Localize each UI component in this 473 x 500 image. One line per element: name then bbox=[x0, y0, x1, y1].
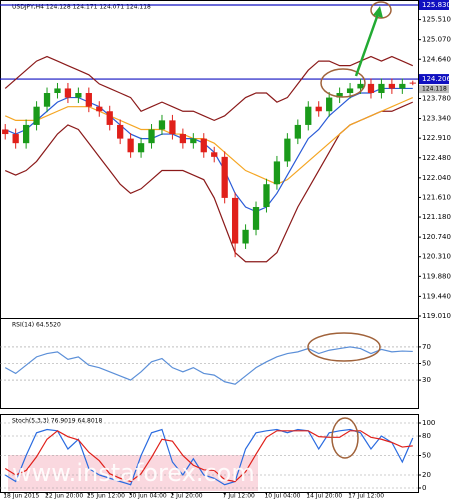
candle-body bbox=[273, 161, 281, 185]
circle-note bbox=[320, 68, 366, 98]
candle-body bbox=[54, 88, 61, 94]
y-tick-label: 121.610 bbox=[422, 193, 451, 201]
candle-body bbox=[33, 106, 40, 125]
x-tick-label: 2 Jul 20:00 bbox=[170, 493, 202, 500]
y-tick-label: 122.480 bbox=[422, 154, 451, 162]
candle-body bbox=[137, 143, 145, 153]
candle-body bbox=[336, 93, 343, 98]
x-tick-label: 30 Jun 04:00 bbox=[129, 493, 167, 500]
panel-title: Stoch(5,3,3) 76.9019 64.8018 bbox=[12, 418, 103, 425]
candle-body bbox=[305, 106, 312, 125]
candle-body bbox=[12, 134, 19, 144]
indicator-line bbox=[4, 55, 414, 122]
candle-body bbox=[190, 138, 197, 144]
candle-body bbox=[43, 93, 51, 107]
candle-body bbox=[127, 138, 134, 153]
y-tick-label: 120.740 bbox=[422, 233, 451, 241]
y-tick-label: 122.040 bbox=[422, 174, 451, 182]
candle-body bbox=[169, 120, 176, 135]
panel-title: USDJPY,H4 124.128 124.171 124.071 124.11… bbox=[12, 4, 151, 11]
candle-body bbox=[106, 111, 113, 125]
candle-body bbox=[252, 207, 260, 230]
candle-body bbox=[263, 184, 270, 208]
indicator-line bbox=[4, 87, 413, 213]
y-tick-label: 123.780 bbox=[422, 94, 451, 102]
annotations bbox=[307, 1, 392, 459]
y-tick-label: 120.310 bbox=[422, 253, 451, 261]
candle-body bbox=[399, 83, 406, 89]
candle-body bbox=[22, 124, 30, 144]
marks: USDJPY,H4 124.128 124.171 124.071 124.11… bbox=[0, 0, 451, 500]
y-tick-label: 20 bbox=[422, 471, 431, 479]
y-tick-label: 119.880 bbox=[422, 272, 451, 280]
panel-title: RSI(14) 64.5520 bbox=[12, 322, 61, 329]
candle-body bbox=[367, 83, 375, 94]
candle-body bbox=[221, 156, 228, 198]
candle-body bbox=[96, 106, 103, 112]
indicator-line bbox=[4, 430, 413, 483]
circle-note bbox=[370, 1, 392, 19]
y-tick-label: 124.640 bbox=[422, 55, 451, 63]
candle-body bbox=[346, 88, 354, 94]
y-tick-label: 0 bbox=[422, 484, 426, 492]
candle-body bbox=[64, 88, 72, 98]
price-box bbox=[419, 74, 449, 85]
x-tick-label: 14 Jul 20:00 bbox=[306, 493, 342, 500]
x-tick-label: 7 Jul 12:00 bbox=[223, 493, 255, 500]
candle-body bbox=[158, 120, 166, 130]
y-tick-label: 30 bbox=[422, 376, 431, 384]
candle-body bbox=[200, 138, 207, 153]
candle-body bbox=[179, 134, 187, 144]
arrow-head bbox=[373, 6, 383, 18]
y-tick-label: 125.070 bbox=[422, 36, 451, 44]
y-tick-label: 100 bbox=[422, 419, 435, 427]
candle-body bbox=[242, 229, 249, 244]
last-price-box bbox=[419, 85, 449, 94]
y-tick-label: 119.010 bbox=[422, 312, 451, 320]
y-tick-label: 70 bbox=[422, 343, 431, 351]
x-tick-label: 10 Jul 04:00 bbox=[264, 493, 300, 500]
y-tick-label: 121.180 bbox=[422, 213, 451, 221]
x-tick-label: 25 Jun 12:00 bbox=[87, 493, 125, 500]
y-tick-label: 50 bbox=[422, 360, 431, 368]
watermark: www.instaforex.com bbox=[12, 459, 255, 487]
indicator-line bbox=[4, 346, 413, 385]
y-tick-label: 123.340 bbox=[422, 115, 451, 123]
candle-body bbox=[284, 138, 291, 162]
x-tick-label: 18 Jun 2015 bbox=[3, 493, 39, 500]
candle-body bbox=[2, 129, 9, 135]
y-tick-label: 119.440 bbox=[422, 292, 451, 300]
candle-body bbox=[231, 197, 239, 244]
indicator-line bbox=[4, 428, 414, 486]
y-tick-label: 50 bbox=[422, 452, 431, 460]
y-tick-label: 80 bbox=[422, 432, 431, 440]
candle-body bbox=[409, 82, 416, 84]
candle-body bbox=[388, 83, 396, 89]
y-tick-label: 124.206 bbox=[422, 75, 451, 83]
last-price-label: 124.118 bbox=[422, 86, 447, 93]
circle-note bbox=[307, 332, 381, 362]
candle-body bbox=[357, 83, 364, 89]
candle-body bbox=[75, 93, 82, 98]
candle-body bbox=[326, 97, 333, 112]
indicator-line bbox=[4, 97, 414, 185]
candle-body bbox=[294, 124, 301, 139]
y-tick-label: 125.510 bbox=[422, 16, 451, 24]
candle-body bbox=[117, 124, 124, 139]
circle-note bbox=[331, 417, 359, 459]
price-box bbox=[419, 0, 449, 10]
candle-body bbox=[315, 106, 322, 112]
x-tick-label: 17 Jul 12:00 bbox=[348, 493, 384, 500]
candle-body bbox=[378, 83, 385, 94]
candle-body bbox=[148, 129, 155, 144]
candle-body bbox=[211, 152, 218, 157]
candle-body bbox=[85, 93, 92, 107]
price-panel bbox=[0, 0, 419, 319]
y-tick-label: 125.830 bbox=[422, 1, 451, 9]
arrow bbox=[354, 13, 380, 77]
y-tick-label: 122.910 bbox=[422, 134, 451, 142]
x-tick-label: 22 Jun 20:00 bbox=[45, 493, 83, 500]
